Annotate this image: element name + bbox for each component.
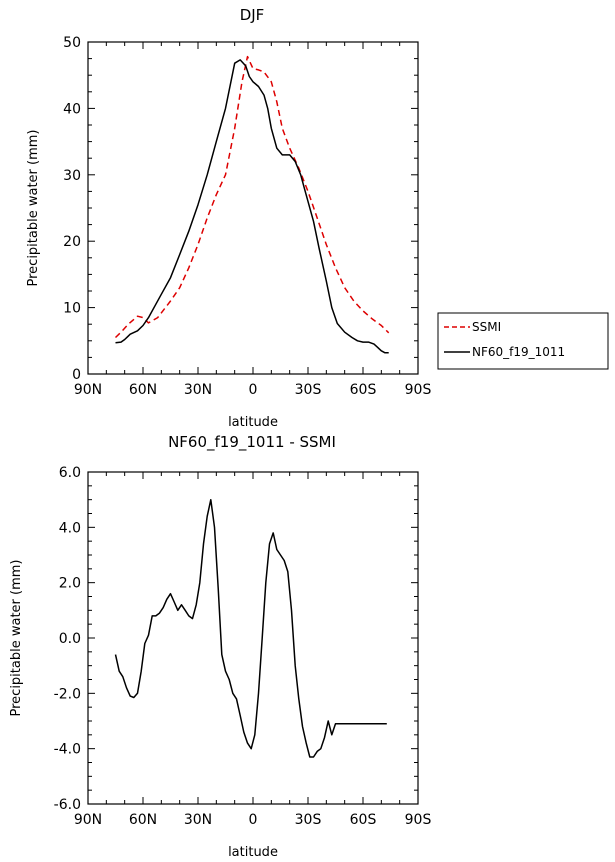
top-chart-title: DJF — [240, 6, 265, 24]
top-series-ssmi — [114, 55, 390, 339]
bottom-y-tick-label: -6.0 — [54, 797, 81, 813]
top-x-tick-label: 0 — [249, 382, 258, 398]
top-x-tick-label: 90N — [74, 382, 102, 398]
top-x-axis-label: latitude — [228, 415, 278, 430]
top-x-axis: 90N 60N 30N 0 30S 60S 90S — [74, 42, 432, 398]
bottom-x-tick-label: 90S — [405, 812, 432, 828]
top-y-axis: 0 10 20 30 40 50 — [63, 35, 418, 383]
bottom-y-tick-label: -4.0 — [54, 742, 81, 758]
bottom-series-group — [114, 498, 387, 758]
bottom-x-tick-label: 30S — [295, 812, 322, 828]
bottom-x-tick-label: 30N — [184, 812, 212, 828]
top-x-tick-label: 60S — [350, 382, 377, 398]
bottom-y-tick-label: -2.0 — [54, 686, 81, 702]
bottom-chart-title: NF60_f19_1011 - SSMI — [168, 433, 336, 452]
top-x-tick-label: 60N — [129, 382, 157, 398]
bottom-y-axis: -6.0 -4.0 -2.0 0.0 2.0 4.0 6.0 — [54, 465, 418, 813]
top-y-tick-label: 50 — [63, 35, 81, 51]
top-y-tick-label: 10 — [63, 301, 81, 317]
top-y-tick-label: 0 — [72, 367, 81, 383]
bottom-x-tick-label: 60N — [129, 812, 157, 828]
top-y-tick-label: 20 — [63, 234, 81, 250]
bottom-plot-frame — [87, 471, 419, 805]
legend: SSMI NF60_f19_1011 — [437, 312, 609, 370]
legend-label-ssmi: SSMI — [472, 320, 501, 334]
bottom-panel: NF60_f19_1011 - SSMI -6.0 -4.0 -2.0 0.0 2.0 4… — [9, 433, 431, 860]
top-x-tick-label: 30S — [295, 382, 322, 398]
bottom-x-axis: 90N 60N 30N 0 30S 60S 90S — [74, 472, 432, 828]
top-y-tick-label: 40 — [63, 101, 81, 117]
top-y-tick-label: 30 — [63, 168, 81, 184]
top-x-tick-label: 90S — [405, 382, 432, 398]
bottom-x-tick-label: 0 — [249, 812, 258, 828]
bottom-y-tick-label: 2.0 — [59, 576, 81, 592]
top-panel: DJF 0 10 20 30 40 50 90N 60N 30N 0 30S 60S 90S lati… — [26, 6, 431, 430]
bottom-x-tick-label: 90N — [74, 812, 102, 828]
legend-box — [437, 312, 609, 370]
top-y-axis-label: Precipitable water (mm) — [26, 130, 41, 287]
top-x-tick-label: 30N — [184, 382, 212, 398]
top-series-group — [114, 55, 390, 354]
top-plot-frame — [87, 41, 419, 375]
bottom-x-axis-label: latitude — [228, 845, 278, 860]
bottom-series-nf60-f19-1011-ssmi — [114, 498, 387, 758]
legend-label-model: NF60_f19_1011 — [472, 345, 565, 359]
top-series-nf60-f19-1011 — [115, 59, 389, 354]
bottom-y-tick-label: 6.0 — [59, 465, 81, 481]
bottom-y-tick-label: 0.0 — [59, 631, 81, 647]
bottom-y-tick-label: 4.0 — [59, 520, 81, 536]
bottom-x-tick-label: 60S — [350, 812, 377, 828]
bottom-y-axis-label: Precipitable water (mm) — [9, 560, 24, 717]
